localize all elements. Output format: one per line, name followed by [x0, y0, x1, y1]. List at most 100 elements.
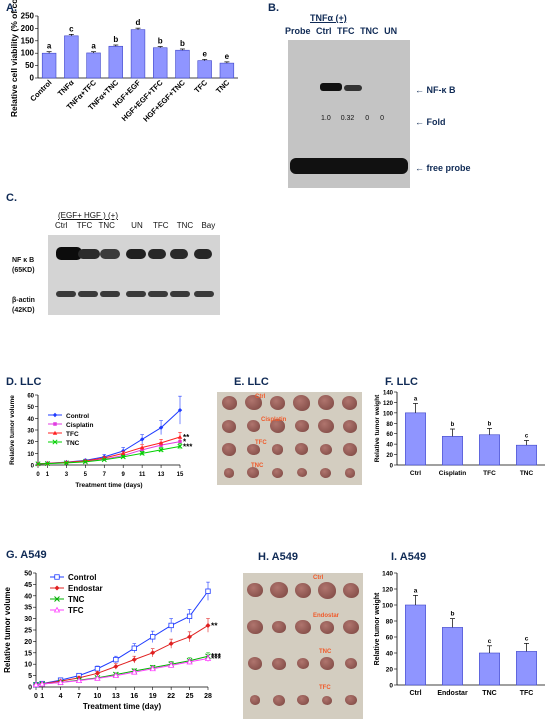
bar [516, 444, 537, 466]
nfkb-band [194, 249, 212, 259]
bar [108, 45, 123, 79]
tumor [342, 419, 358, 433]
chart-a: 050100150200250aControlcTNFαaTNFα+TFCbTN… [9, 0, 238, 124]
marker-triangle [112, 672, 120, 679]
anno-nfkb: ← NF-κ B [415, 85, 456, 95]
bar [197, 60, 212, 79]
marker-diamond [113, 663, 119, 669]
category-label: TFC [520, 690, 534, 697]
x-tick-label: 7 [103, 472, 107, 478]
lane-ctrl: Ctrl [316, 26, 332, 36]
panel-i: I. A549 0 20 40 60 80 100 120 140 a Ctrl b Endostar… [365, 545, 550, 720]
tumor [249, 695, 261, 706]
marker-square [186, 613, 193, 619]
panel-a: A. 0 50 100 150 200 250 a Control c TNFα a TNFα+TFC… [0, 0, 240, 160]
group-tag: Endostar [313, 613, 340, 619]
y-tick-label: 0 [390, 464, 394, 470]
tumor [344, 468, 356, 478]
western-lanes: Ctrl TFC TNC UN TFC TNC Bay [55, 221, 216, 230]
y-tick-label: 0 [28, 685, 32, 692]
tumor [297, 695, 309, 706]
marker-triangle [94, 675, 101, 681]
marker-triangle [121, 451, 126, 456]
x-tick-label: 15 [177, 472, 184, 478]
x-tick-label: 11 [139, 472, 146, 478]
tumor [294, 419, 309, 433]
marker-x [120, 454, 126, 460]
tumor [272, 657, 286, 670]
category-label: Cisplatin [439, 470, 466, 477]
tumor [294, 443, 309, 456]
panel-h: H. A549 Ctrl Endostar TNC TFC [240, 545, 365, 720]
marker-triangle [177, 434, 183, 439]
panel-c: C. (EGF+ HGF ) (+) Ctrl TFC TNC UN TFC T… [0, 190, 320, 330]
y-tick-label: 40 [24, 593, 32, 600]
tumor [342, 619, 360, 635]
marker-diamond [150, 650, 156, 656]
marker-x [44, 461, 51, 467]
x-axis-title: Treatment time (days) [75, 482, 142, 489]
group-tag: TNC [251, 463, 264, 469]
panel-f-label: F. LLC [385, 376, 418, 388]
marker-triangle [32, 681, 40, 688]
legend-label: TNC [66, 440, 80, 447]
y-tick-label: 50 [27, 405, 34, 411]
emsa-gel: 1.0 0.32 0 0 [288, 40, 410, 188]
tumor [246, 443, 260, 456]
significance-stars: * [183, 438, 187, 447]
category-label: TNC [214, 78, 232, 96]
significance-stars: *** [183, 442, 193, 451]
y-axis-title: Relative tumor volume [3, 587, 12, 673]
actin-row-label: β-actin (42KD) [12, 297, 35, 314]
significance-letter: c [69, 24, 74, 33]
x-tick-label: 13 [112, 693, 120, 700]
tumor [342, 582, 360, 599]
actin-band [100, 291, 120, 297]
marker-square [205, 588, 211, 594]
y-tick-label: 60 [27, 394, 34, 400]
series-control [33, 581, 211, 688]
tumor [345, 694, 357, 706]
tumor [247, 467, 260, 479]
y-tick-label: 80 [386, 619, 394, 626]
category-label: Ctrl [410, 470, 421, 477]
tumor [342, 396, 358, 410]
y-tick-label: 250 [21, 12, 35, 21]
anno-fold: ← Fold [415, 117, 446, 127]
marker-triangle [52, 430, 58, 435]
category-label: TNC [482, 690, 496, 697]
nfkb-band [56, 247, 82, 260]
nfkb-row-label: NF κ B (65KD) [12, 257, 35, 274]
series-line [35, 590, 209, 686]
western-header: (EGF+ HGF ) (+) [58, 211, 118, 220]
y-tick-label: 50 [25, 61, 34, 70]
significance-letter: c [525, 433, 529, 439]
marker-triangle [158, 440, 164, 445]
series-tfc [32, 655, 212, 688]
tumor [247, 583, 263, 598]
nfkb-band [126, 249, 146, 259]
y-axis-title: Relative tumor volume [9, 395, 16, 465]
tumor [321, 695, 333, 705]
y-tick-label: 15 [24, 650, 32, 657]
category-label: TNC [520, 470, 534, 477]
marker-diamond [187, 634, 193, 640]
tumor [247, 620, 263, 634]
tumor [223, 468, 235, 478]
y-tick-label: 200 [21, 24, 35, 33]
legend-label: TNC [68, 595, 85, 604]
y-tick-label: 80 [386, 422, 393, 428]
category-label: TNFα [56, 78, 76, 98]
y-tick-label: 50 [24, 571, 32, 578]
tumor [244, 395, 262, 411]
marker-diamond [131, 657, 137, 663]
x-tick-label: 3 [65, 472, 69, 478]
bar [405, 412, 426, 466]
y-tick-label: 0 [389, 683, 393, 690]
marker-square [168, 622, 174, 629]
bar [64, 35, 79, 79]
y-tick-label: 40 [27, 417, 34, 423]
legend-label: Control [68, 573, 96, 582]
y-tick-label: 30 [27, 429, 34, 435]
